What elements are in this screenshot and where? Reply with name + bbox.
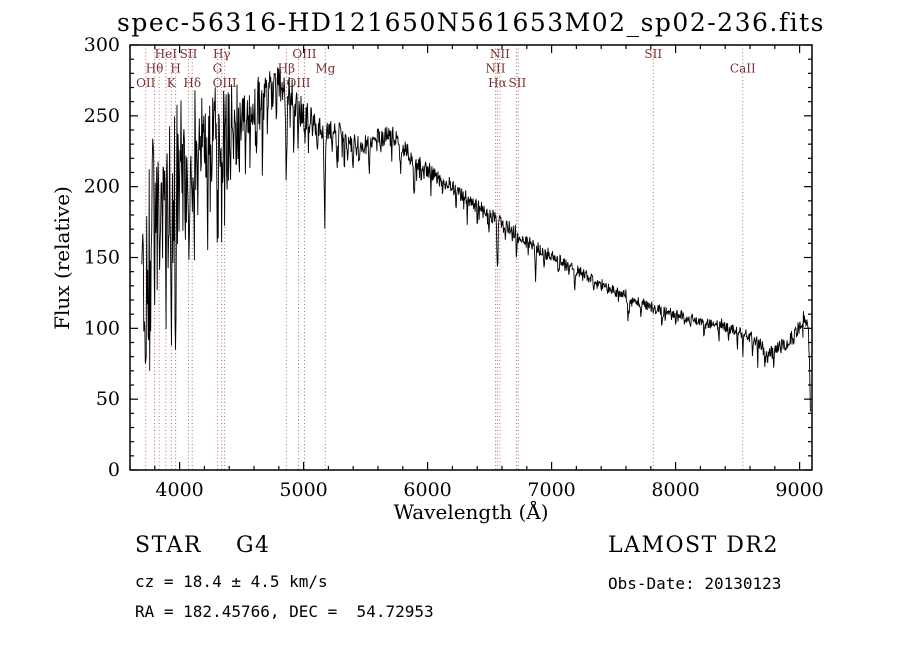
marker-label: Hα [488, 76, 507, 90]
x-axis-label: Wavelength (Å) [393, 500, 549, 524]
radial-velocity-text: cz = 18.4 ± 4.5 km/s [135, 572, 328, 591]
marker-label: HeI [155, 47, 178, 61]
y-tick-label: 50 [96, 388, 120, 410]
x-tick-label: 8000 [651, 479, 699, 501]
classification-text: STAR G4 [135, 533, 271, 558]
marker-label: SII [180, 47, 198, 61]
y-tick-label: 150 [84, 247, 120, 269]
marker-label: K [167, 76, 177, 90]
marker-label: Hθ [146, 62, 164, 76]
marker-label: G [213, 62, 223, 76]
x-tick-label: 5000 [279, 479, 327, 501]
x-tick-label: 9000 [775, 479, 823, 501]
plot-title: spec-56316-HD121650N561653M02_sp02-236.f… [117, 8, 825, 37]
marker-label: OII [136, 76, 156, 90]
x-tick-label: 6000 [403, 479, 451, 501]
marker-label: Hδ [183, 76, 201, 90]
plot-frame [129, 44, 813, 471]
y-tick-label: 0 [108, 459, 120, 481]
y-tick-label: 250 [84, 105, 120, 127]
y-tick-label: 100 [84, 317, 120, 339]
spectrum-trace [141, 67, 811, 412]
marker-label: Hβ [278, 62, 295, 76]
y-tick-label: 300 [84, 34, 120, 56]
marker-label: SII [509, 76, 527, 90]
marker-label: Mg [315, 62, 335, 76]
x-tick-label: 7000 [527, 479, 575, 501]
marker-label: Hγ [213, 47, 231, 61]
obs-date-text: Obs-Date: 20130123 [608, 574, 782, 593]
x-tick-label: 4000 [155, 479, 203, 501]
marker-label: SII [644, 47, 662, 61]
x-tick-labels: 4000 5000 6000 7000 8000 9000 [155, 479, 823, 501]
survey-release-text: LAMOST DR2 [608, 533, 779, 558]
marker-label: OIII [292, 47, 316, 61]
marker-label: NII [486, 62, 506, 76]
y-tick-labels: 0 50 100 150 200 250 300 [84, 34, 120, 481]
marker-label: NII [490, 47, 510, 61]
coordinates-text: RA = 182.45766, DEC = 54.72953 [135, 602, 434, 621]
y-tick-label: 200 [84, 176, 120, 198]
marker-label: OIII [286, 76, 310, 90]
y-axis-label: Flux (relative) [50, 186, 74, 330]
spectral-line-markers [145, 45, 744, 470]
marker-label: H [170, 62, 180, 76]
marker-label: CaII [730, 62, 756, 76]
marker-label: OIII [213, 76, 237, 90]
